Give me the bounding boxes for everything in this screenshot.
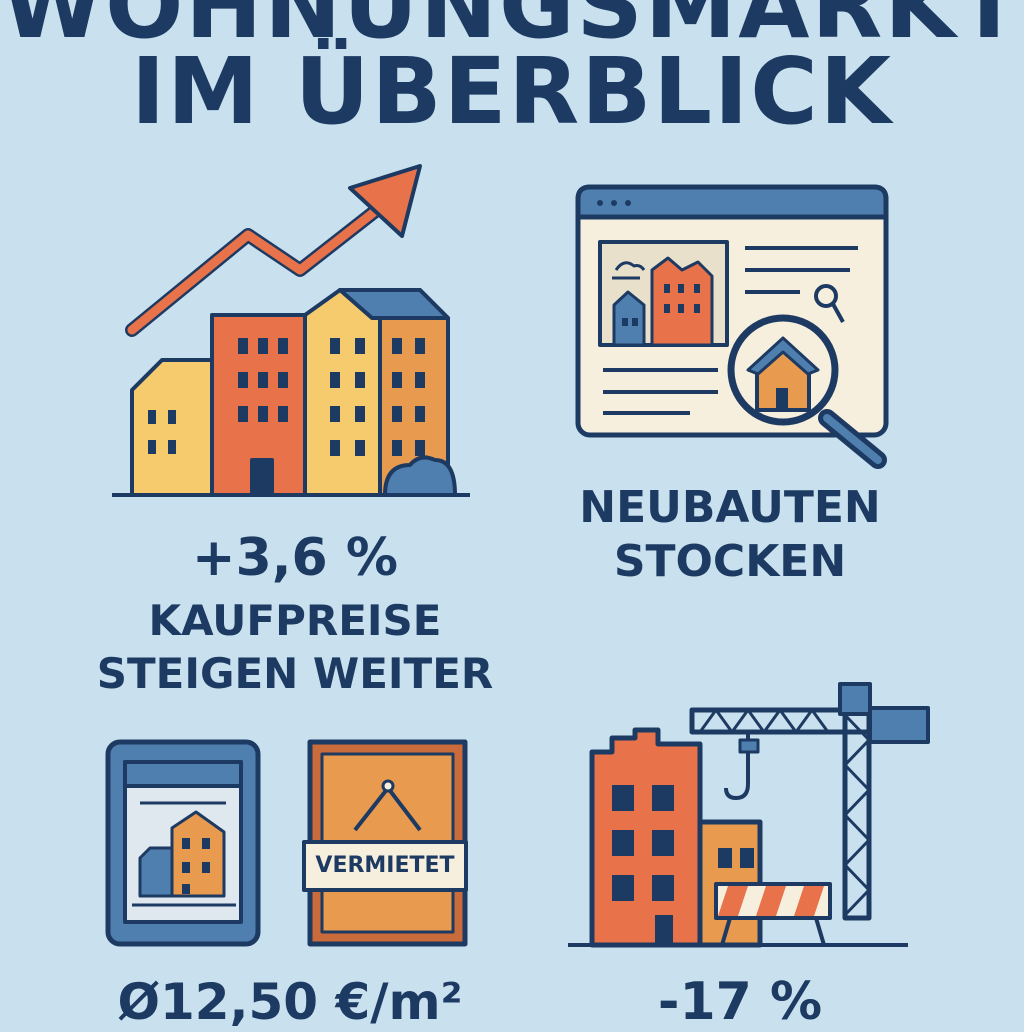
- listing-window-icon: [575, 184, 889, 438]
- page-title-line-2: IM ÜBERBLICK: [130, 38, 894, 145]
- newbuilds-label-line-2: STOCKEN: [613, 536, 847, 587]
- construction-change-value: -17 %: [657, 972, 823, 1032]
- newbuilds-label-line-1: NEUBAUTEN: [579, 482, 881, 533]
- rent-price-value: Ø12,50 €/m²: [117, 973, 463, 1031]
- prices-label-line-1: KAUFPREISE: [148, 596, 442, 645]
- prices-label-line-2: STEIGEN WEITER: [96, 649, 494, 698]
- building-windows-icon: [148, 338, 425, 456]
- magnifier-icon: [727, 314, 887, 469]
- rented-sign-label: VERMIETET: [315, 853, 455, 878]
- construction-site-icon: [568, 682, 930, 948]
- rented-sign-icon: [302, 739, 468, 947]
- page-title-line-1: WOHNUNGSMARKT: [1, 0, 1023, 59]
- apartment-card-icon: [105, 739, 261, 947]
- prices-change-value: +3,6 %: [192, 528, 398, 588]
